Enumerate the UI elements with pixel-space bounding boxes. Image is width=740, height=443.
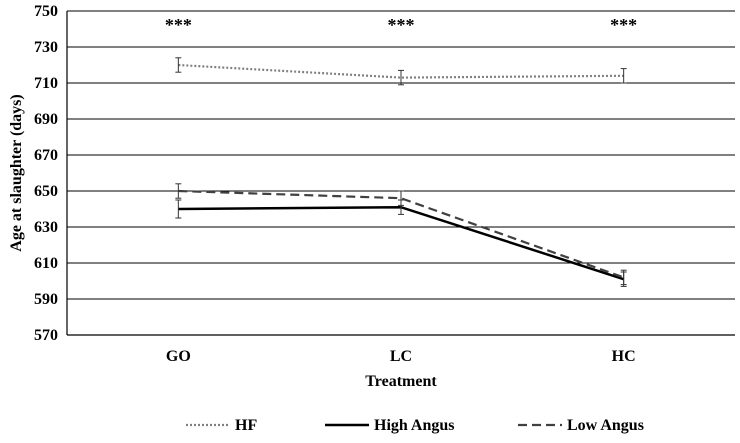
significance-annotations: *** *** *** xyxy=(165,15,637,35)
x-tick-label: HC xyxy=(612,348,636,365)
legend-label: HF xyxy=(235,417,257,434)
x-axis-tick-labels: GO LC HC xyxy=(166,348,636,365)
gridlines xyxy=(67,10,735,300)
y-tick-label: 570 xyxy=(34,327,58,344)
series-low-angus xyxy=(175,183,627,286)
y-tick-label: 650 xyxy=(34,183,58,200)
series-line-high-angus xyxy=(178,205,625,281)
series-line-low-angus xyxy=(178,189,625,279)
legend: HF High Angus Low Angus xyxy=(186,417,644,434)
y-tick-label: 750 xyxy=(34,3,58,20)
series-high-angus xyxy=(175,199,627,287)
y-tick-label: 610 xyxy=(34,255,58,272)
data-series xyxy=(175,57,627,287)
x-tick-label: GO xyxy=(166,348,191,365)
y-tick-label: 670 xyxy=(34,147,58,164)
y-tick-label: 630 xyxy=(34,219,58,236)
significance-marker: *** xyxy=(165,15,192,35)
x-axis-label: Treatment xyxy=(365,373,437,390)
legend-item-high-angus: High Angus xyxy=(325,417,454,434)
legend-item-hf: HF xyxy=(186,417,257,434)
y-axis-label: Age at slaughter (days) xyxy=(8,94,25,251)
y-tick-label: 730 xyxy=(34,39,58,56)
significance-marker: *** xyxy=(610,15,637,35)
legend-item-low-angus: Low Angus xyxy=(518,417,644,434)
series-hf xyxy=(175,57,627,86)
y-axis-tick-labels: 570 590 610 630 650 670 690 710 730 750 xyxy=(34,3,58,344)
significance-marker: *** xyxy=(388,15,415,35)
x-tick-label: LC xyxy=(390,348,412,365)
y-tick-label: 590 xyxy=(34,291,58,308)
y-tick-label: 710 xyxy=(34,75,58,92)
y-tick-label: 690 xyxy=(34,111,58,128)
legend-label: High Angus xyxy=(374,417,454,434)
legend-label: Low Angus xyxy=(567,417,644,434)
